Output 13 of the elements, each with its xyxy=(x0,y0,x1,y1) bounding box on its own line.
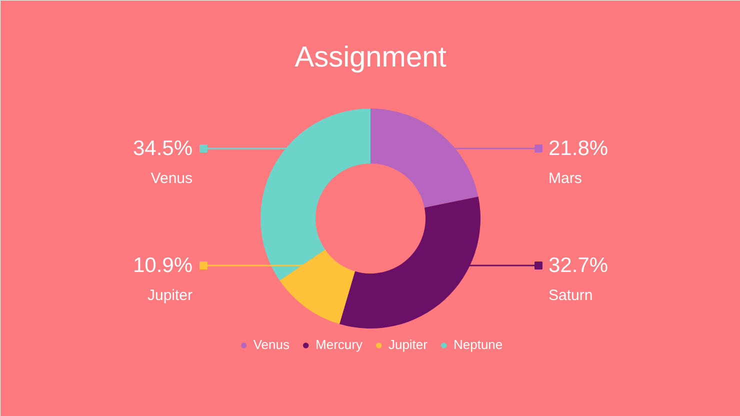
data-label: 32.7% xyxy=(548,254,608,277)
text: Jupiter xyxy=(147,287,193,304)
chart-title: Assignment xyxy=(294,42,446,74)
legend-label: Jupiter xyxy=(388,337,428,352)
text: Saturn xyxy=(548,287,593,304)
legend-label: Venus xyxy=(253,337,290,352)
data-label: 10.9% xyxy=(132,254,192,277)
data-label: 21.8% xyxy=(548,137,608,160)
legend-label: Mercury xyxy=(316,337,362,352)
text: Venus xyxy=(150,170,193,187)
data-label: 34.5% xyxy=(132,137,192,160)
legend-label: Neptune xyxy=(453,337,503,352)
text: Mars xyxy=(548,170,582,187)
